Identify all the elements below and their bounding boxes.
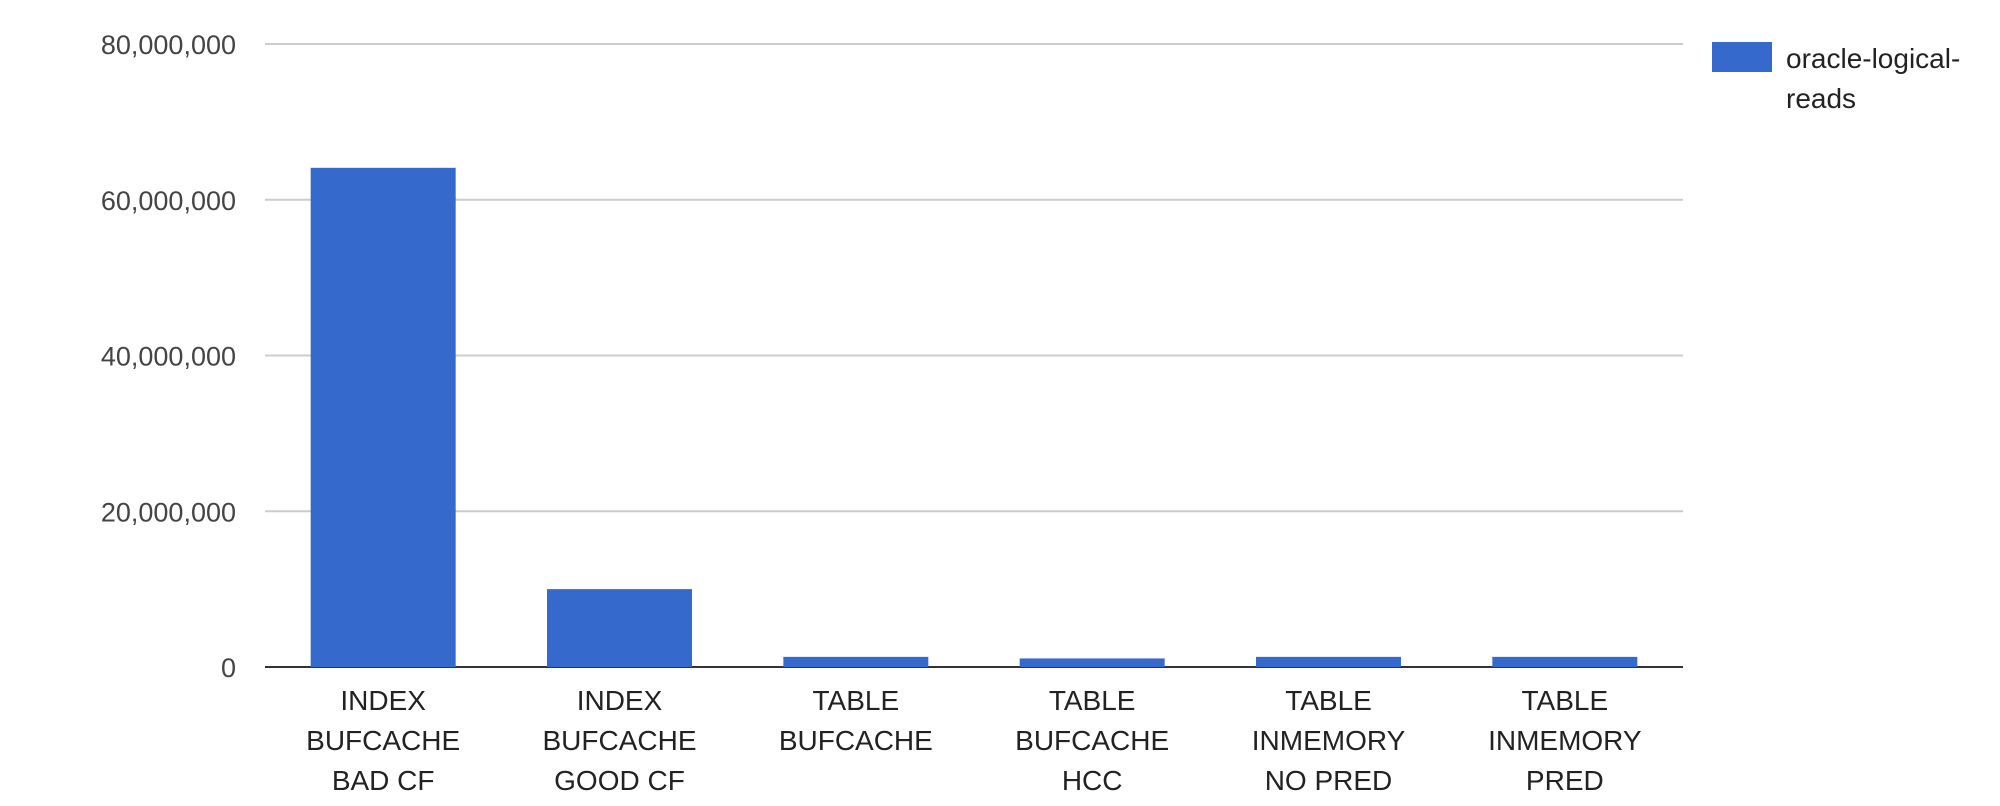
x-category-label-line: GOOD CF	[554, 765, 685, 796]
y-tick-label: 40,000,000	[101, 342, 236, 372]
x-category-label-line: NO PRED	[1265, 765, 1393, 796]
x-category-label: TABLE BUFCACHE HCC	[1015, 685, 1169, 796]
gridlines	[265, 43, 1683, 668]
x-category-label-line: TABLE	[1522, 685, 1609, 716]
bar[interactable]	[547, 589, 692, 667]
bar[interactable]	[310, 167, 456, 668]
x-category-label-line: INMEMORY	[1488, 725, 1642, 756]
x-category-label-line: BUFCACHE	[1015, 725, 1169, 756]
x-category-label-line: TABLE	[1049, 685, 1136, 716]
y-tick-label: 0	[221, 653, 236, 683]
y-tick-label: 60,000,000	[101, 186, 236, 216]
x-axis-labels: INDEX BUFCACHE BAD CF INDEX BUFCACHE GOOD CF T…	[306, 685, 1642, 796]
legend: oracle-logical-reads	[1712, 42, 1960, 114]
legend-label-line: reads	[1786, 83, 1856, 114]
x-category-label-line: INDEX	[340, 685, 426, 716]
x-category-label-line: BUFCACHE	[779, 725, 933, 756]
legend-label-line: oracle-logical-	[1786, 43, 1960, 74]
y-tick-label: 20,000,000	[101, 497, 236, 527]
x-category-label-line: HCC	[1062, 765, 1123, 796]
x-category-label: INDEX BUFCACHE BAD CF	[306, 685, 460, 796]
x-category-label-line: INDEX	[577, 685, 663, 716]
y-tick-label: 80,000,000	[101, 30, 236, 60]
legend-label: oracle-logical-reads	[1786, 43, 1960, 114]
x-category-label: TABLE INMEMORY NO PRED	[1252, 685, 1406, 796]
bars	[310, 167, 1638, 668]
bar[interactable]	[1019, 658, 1165, 667]
bar[interactable]	[783, 656, 929, 667]
x-category-label-line: BUFCACHE	[542, 725, 696, 756]
x-category-label-line: TABLE	[1285, 685, 1372, 716]
x-category-label-line: TABLE	[813, 685, 900, 716]
x-category-label: TABLE BUFCACHE	[779, 685, 933, 756]
bar[interactable]	[1256, 656, 1401, 667]
x-category-label: TABLE INMEMORY PRED	[1488, 685, 1642, 796]
y-axis-ticks: 0 20,000,000 40,000,000 60,000,000 80,000,00…	[101, 30, 236, 683]
x-category-label-line: INMEMORY	[1252, 725, 1406, 756]
x-category-label-line: BUFCACHE	[306, 725, 460, 756]
legend-swatch	[1712, 42, 1772, 72]
bar[interactable]	[1492, 656, 1638, 667]
x-category-label: INDEX BUFCACHE GOOD CF	[542, 685, 696, 796]
x-category-label-line: BAD CF	[332, 765, 435, 796]
x-category-label-line: PRED	[1526, 765, 1604, 796]
